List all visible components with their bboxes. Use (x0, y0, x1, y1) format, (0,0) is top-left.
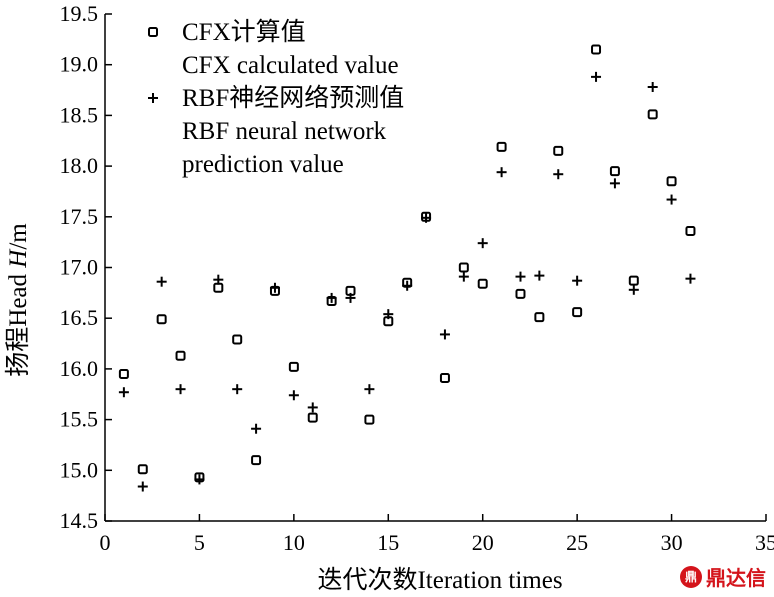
data-point-cfx (647, 109, 658, 120)
data-point-cfx (307, 412, 318, 423)
legend-entry: RBF神经网络预测值 RBF neural network prediction v… (148, 84, 404, 178)
data-point-cfx (458, 262, 469, 273)
x-axis-ticks: 0 5 10 15 20 25 30 35 (100, 514, 774, 555)
data-point-rbf (439, 329, 450, 340)
legend-label: CFX计算值 (182, 18, 306, 46)
data-point-cfx (628, 275, 639, 286)
data-point-cfx (534, 312, 545, 323)
data-point-rbf (628, 284, 639, 295)
y-axis-title-suffix: /m (5, 223, 32, 250)
data-point-rbf (553, 169, 564, 180)
data-point-rbf (647, 82, 658, 93)
data-point-rbf (326, 292, 337, 303)
y-tick-label: 18.0 (60, 153, 99, 178)
data-point-cfx (232, 334, 243, 345)
data-point-cfx (591, 44, 602, 55)
data-point-rbf (156, 276, 167, 287)
y-axis-title: 扬程Head H/m (4, 223, 32, 377)
y-axis-ticks: 14.5 15.0 15.5 16.0 16.5 17.0 17.5 18.0 18.5 19.0… (60, 1, 112, 533)
data-point-rbf (194, 474, 205, 485)
data-point-rbf (421, 212, 432, 223)
x-tick-label: 35 (755, 530, 774, 555)
data-point-cfx (364, 414, 375, 425)
data-point-cfx (175, 350, 186, 361)
legend: CFX计算值 CFX calculated value RBF神经网络预测值 RBF … (148, 18, 404, 178)
legend-label: RBF神经网络预测值 (182, 84, 404, 112)
data-point-rbf (175, 384, 186, 395)
y-tick-label: 15.0 (60, 457, 99, 482)
y-tick-label: 15.5 (60, 407, 99, 432)
y-axis-title-symbol: H (5, 248, 32, 269)
y-tick-label: 17.5 (60, 204, 99, 229)
watermark-text: 鼎达信 (706, 566, 766, 590)
y-tick-label: 17.0 (60, 255, 99, 280)
data-point-cfx (137, 464, 148, 475)
data-point-cfx (496, 141, 507, 152)
legend-entry: CFX计算值 CFX calculated value (148, 18, 399, 79)
y-tick-label: 19.0 (60, 52, 99, 77)
x-axis-title: 迭代次数Iteration times (317, 566, 562, 594)
data-point-rbf (269, 282, 280, 293)
data-point-cfx (553, 145, 564, 156)
data-point-rbf (232, 384, 243, 395)
legend-label: prediction value (182, 151, 344, 178)
data-point-rbf (572, 275, 583, 286)
data-point-cfx (666, 176, 677, 187)
data-point-rbf (118, 387, 129, 398)
data-point-rbf (307, 402, 318, 413)
data-point-rbf (496, 167, 507, 178)
data-point-rbf (609, 178, 620, 189)
data-point-rbf (477, 238, 488, 249)
data-point-cfx (439, 373, 450, 384)
x-tick-label: 25 (566, 530, 588, 555)
y-tick-label: 18.5 (60, 102, 99, 127)
data-point-rbf (591, 71, 602, 82)
y-tick-label: 16.5 (60, 305, 99, 330)
data-point-rbf (288, 390, 299, 401)
data-point-rbf (137, 481, 148, 492)
x-tick-label: 15 (377, 530, 399, 555)
data-point-cfx (251, 455, 262, 466)
legend-marker-square (148, 27, 158, 37)
data-point-rbf (534, 270, 545, 281)
x-tick-label: 30 (661, 530, 683, 555)
legend-marker-plus (148, 93, 158, 103)
x-tick-label: 0 (100, 530, 111, 555)
data-point-cfx (685, 225, 696, 236)
series-cfx (118, 44, 696, 483)
data-point-rbf (666, 194, 677, 205)
data-point-rbf (364, 384, 375, 395)
data-point-rbf (251, 423, 262, 434)
data-point-rbf (685, 273, 696, 284)
y-axis-title-prefix: 扬程Head (4, 268, 32, 377)
data-point-cfx (477, 278, 488, 289)
data-point-rbf (515, 271, 526, 282)
series-rbf (118, 71, 696, 492)
data-point-cfx (288, 361, 299, 372)
data-points (118, 44, 696, 492)
y-tick-label: 16.0 (60, 356, 99, 381)
x-tick-label: 5 (194, 530, 205, 555)
data-point-cfx (515, 288, 526, 299)
data-point-cfx (156, 314, 167, 325)
legend-label: RBF neural network (182, 118, 387, 145)
data-point-rbf (383, 309, 394, 320)
data-point-cfx (213, 282, 224, 293)
data-point-cfx (609, 166, 620, 177)
data-point-cfx (118, 368, 129, 379)
y-tick-label: 14.5 (60, 508, 99, 533)
x-tick-label: 20 (472, 530, 494, 555)
data-point-cfx (572, 307, 583, 318)
data-point-rbf (213, 274, 224, 285)
legend-label: CFX calculated value (182, 52, 399, 79)
watermark-logo: 鼎 鼎达信 (680, 562, 766, 591)
y-tick-label: 19.5 (60, 1, 99, 26)
x-tick-label: 10 (283, 530, 305, 555)
data-point-rbf (458, 271, 469, 282)
data-point-rbf (402, 280, 413, 291)
data-point-rbf (345, 292, 356, 303)
logo-icon: 鼎 (680, 565, 702, 588)
